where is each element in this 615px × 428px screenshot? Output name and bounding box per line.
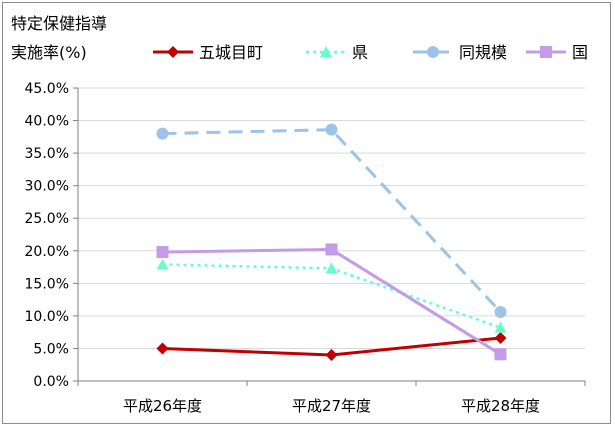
data-point (494, 321, 507, 333)
y-tick-label: 0.0% (33, 374, 69, 390)
legend-marker (167, 46, 179, 58)
y-tick-label: 10.0% (25, 309, 69, 325)
x-tick-label: 平成28年度 (461, 397, 540, 415)
data-point (156, 258, 169, 270)
legend-item: 県 (306, 43, 368, 62)
data-point (494, 305, 507, 318)
series-0 (156, 332, 507, 361)
chart-title-line-1: 特定保健指導 (11, 14, 107, 33)
data-point (325, 262, 338, 274)
data-point (494, 332, 507, 345)
y-tick-label: 35.0% (25, 146, 69, 162)
y-tick-label: 15.0% (25, 276, 69, 292)
series-layer (156, 123, 507, 361)
legend-item: 国 (526, 43, 588, 62)
x-tick-label: 平成27年度 (292, 397, 371, 415)
legend-marker (320, 46, 332, 57)
data-point (325, 123, 338, 136)
x-tick-label: 平成26年度 (123, 397, 202, 415)
y-tick-label: 20.0% (25, 244, 69, 260)
legend-label: 五城目町 (199, 43, 263, 62)
axes: 0.0% 5.0% 10.0% 15.0% 20.0% 25.0% 30.0% 35.0% 40… (25, 81, 586, 415)
series-3 (156, 243, 507, 361)
legend-item: 同規模 (413, 43, 507, 62)
legend-marker (540, 46, 552, 58)
legend-label: 県 (352, 43, 368, 62)
data-point (325, 243, 338, 256)
data-point (494, 348, 507, 361)
series-line (162, 263, 501, 329)
y-tick-label: 45.0% (25, 81, 69, 97)
series-1 (156, 258, 507, 333)
legend-label: 同規模 (459, 43, 507, 62)
data-point (156, 342, 169, 355)
y-tick-label: 5.0% (33, 341, 69, 357)
data-point (325, 348, 338, 361)
y-tick-label: 40.0% (25, 114, 69, 130)
legend: 五城目町 県 同規模 国 (153, 43, 588, 62)
series-line (162, 128, 502, 314)
data-point (156, 246, 169, 259)
y-tick-label: 25.0% (25, 211, 69, 227)
series-2 (156, 123, 507, 318)
legend-item: 五城目町 (153, 43, 263, 62)
legend-label: 国 (572, 43, 588, 62)
line-chart: 特定保健指導 実施率(%) 五城目町 県 同規模 国 0.0% 5.0% 10.0% 15.… (11, 14, 588, 415)
chart-area: 特定保健指導 実施率(%) 五城目町 県 同規模 国 0.0% 5.0% 10.0% 15.… (2, 2, 611, 424)
legend-marker (427, 46, 439, 58)
chart-title-line-2: 実施率(%) (11, 43, 87, 62)
y-tick-label: 30.0% (25, 179, 69, 195)
data-point (156, 127, 169, 140)
